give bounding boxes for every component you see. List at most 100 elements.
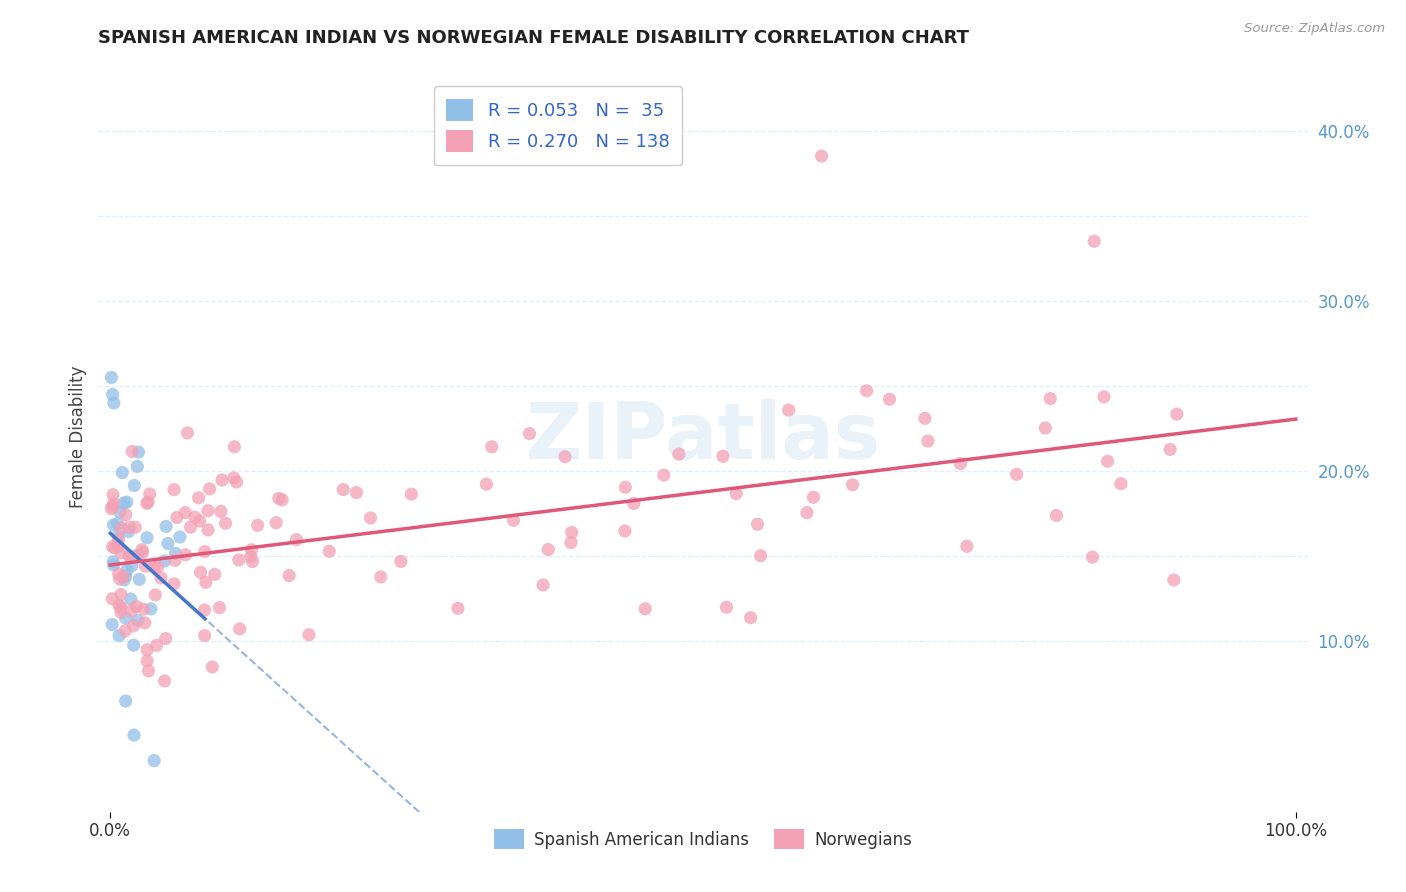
Point xyxy=(190,566,212,580)
Point xyxy=(623,496,645,510)
Y-axis label: Female Disability: Female Disability xyxy=(69,366,87,508)
Point xyxy=(118,520,141,534)
Point xyxy=(716,600,738,615)
Point xyxy=(370,570,392,584)
Point xyxy=(174,506,197,520)
Point xyxy=(138,487,160,501)
Point xyxy=(155,632,177,646)
Point xyxy=(194,603,217,617)
Point xyxy=(180,520,202,534)
Point xyxy=(103,541,125,555)
Point xyxy=(101,591,124,606)
Point xyxy=(101,617,124,632)
Point xyxy=(401,487,423,501)
Point xyxy=(120,604,142,618)
Point xyxy=(100,370,122,384)
Point xyxy=(222,471,245,485)
Point xyxy=(136,531,159,545)
Point xyxy=(1033,421,1056,435)
Point xyxy=(118,549,141,563)
Point xyxy=(1039,392,1062,406)
Point xyxy=(209,504,232,518)
Text: ZIPatlas: ZIPatlas xyxy=(526,399,880,475)
Point xyxy=(855,384,877,398)
Point xyxy=(197,504,219,518)
Point xyxy=(194,629,217,643)
Point xyxy=(475,477,498,491)
Point xyxy=(201,660,224,674)
Point xyxy=(197,523,219,537)
Point xyxy=(134,615,156,630)
Point xyxy=(176,425,198,440)
Point xyxy=(214,516,236,531)
Point xyxy=(163,483,186,497)
Point xyxy=(118,549,141,564)
Point xyxy=(778,403,800,417)
Point xyxy=(101,540,124,554)
Point xyxy=(114,694,136,708)
Point xyxy=(149,571,172,585)
Point xyxy=(211,473,233,487)
Point xyxy=(1005,467,1028,482)
Point xyxy=(128,573,150,587)
Point xyxy=(502,513,524,527)
Point xyxy=(1045,508,1067,523)
Text: SPANISH AMERICAN INDIAN VS NORWEGIAN FEMALE DISABILITY CORRELATION CHART: SPANISH AMERICAN INDIAN VS NORWEGIAN FEM… xyxy=(98,29,969,47)
Point xyxy=(1109,476,1132,491)
Point xyxy=(110,546,132,560)
Point xyxy=(228,553,250,567)
Point xyxy=(949,457,972,471)
Point xyxy=(725,486,748,500)
Point xyxy=(163,577,186,591)
Point xyxy=(145,639,167,653)
Point xyxy=(127,549,149,563)
Point xyxy=(298,628,321,642)
Point xyxy=(121,558,143,573)
Point xyxy=(747,517,769,532)
Point xyxy=(711,450,734,464)
Point xyxy=(914,411,936,425)
Point xyxy=(114,624,136,638)
Point xyxy=(613,524,636,538)
Point xyxy=(956,539,979,553)
Point xyxy=(136,642,159,657)
Point xyxy=(114,569,136,583)
Point xyxy=(188,514,211,528)
Point xyxy=(115,495,138,509)
Point xyxy=(1163,573,1185,587)
Point xyxy=(114,611,136,625)
Point xyxy=(108,599,131,613)
Point xyxy=(108,629,131,643)
Point xyxy=(531,578,554,592)
Point xyxy=(101,500,124,514)
Point xyxy=(135,496,157,510)
Point xyxy=(146,560,169,574)
Point xyxy=(131,545,153,559)
Point xyxy=(1081,550,1104,565)
Point xyxy=(198,482,221,496)
Point xyxy=(360,511,382,525)
Point xyxy=(740,610,762,624)
Point xyxy=(127,614,149,628)
Point xyxy=(208,600,231,615)
Point xyxy=(107,529,129,543)
Point xyxy=(103,518,125,533)
Point xyxy=(107,516,129,531)
Point xyxy=(127,459,149,474)
Point xyxy=(112,573,135,587)
Point xyxy=(110,600,132,615)
Point xyxy=(132,602,155,616)
Point xyxy=(810,149,832,163)
Point xyxy=(1097,454,1119,468)
Point xyxy=(194,544,217,558)
Point xyxy=(184,510,207,524)
Point xyxy=(107,539,129,553)
Point xyxy=(174,548,197,562)
Point xyxy=(634,601,657,615)
Point xyxy=(652,468,675,483)
Point xyxy=(143,754,166,768)
Point xyxy=(153,554,176,568)
Point xyxy=(389,554,412,568)
Point xyxy=(225,475,247,489)
Point xyxy=(917,434,939,448)
